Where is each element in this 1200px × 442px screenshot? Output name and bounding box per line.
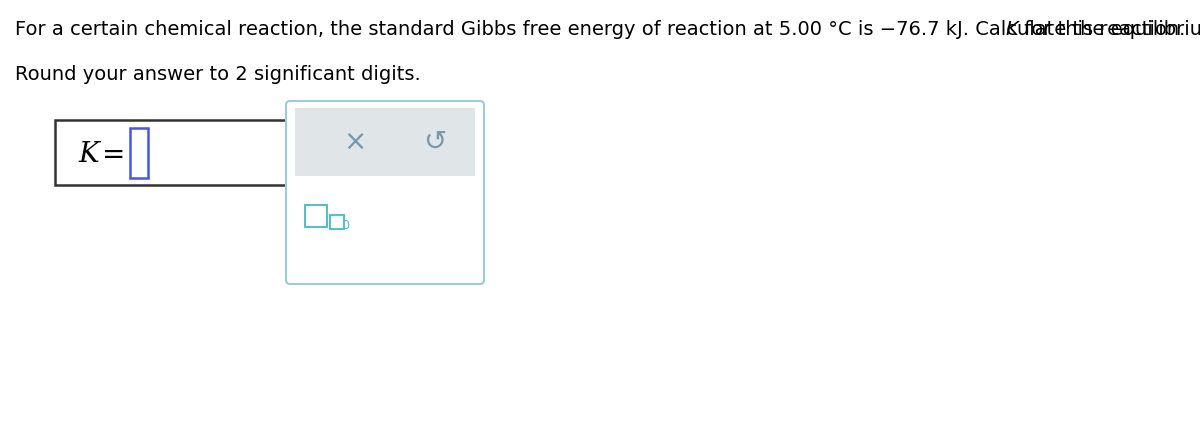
Text: For a certain chemical reaction, the standard Gibbs free energy of reaction at 5: For a certain chemical reaction, the sta… [14,20,1200,39]
Bar [330,215,344,229]
Text: x10: x10 [328,219,352,232]
Text: ↺: ↺ [424,128,446,156]
Bar [305,205,326,227]
Text: for this reaction.: for this reaction. [1018,20,1186,39]
Text: K: K [78,141,98,168]
Bar [130,128,148,178]
FancyBboxPatch shape [286,101,484,284]
Text: =: = [102,141,125,169]
Text: Round your answer to 2 significant digits.: Round your answer to 2 significant digit… [14,65,421,84]
Bar [55,120,300,185]
Bar [295,108,475,176]
Text: ×: × [343,128,367,156]
Text: K: K [1006,20,1018,39]
